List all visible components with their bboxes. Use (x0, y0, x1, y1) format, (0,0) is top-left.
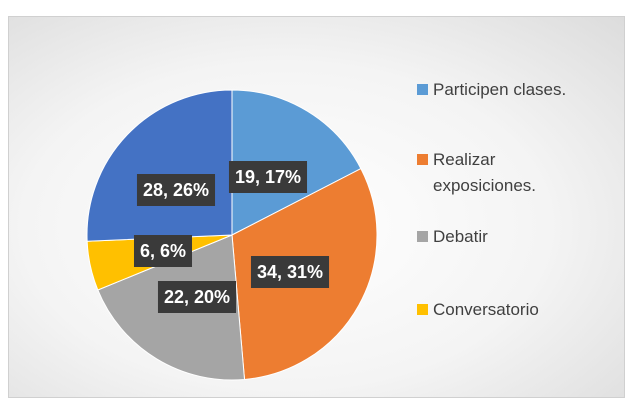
legend-swatch (417, 304, 428, 315)
legend-swatch (417, 231, 428, 242)
legend-label: Participen clases. (433, 80, 567, 99)
data-label: 34, 31% (257, 262, 323, 282)
data-label: 28, 26% (143, 180, 209, 200)
pie-slice (86, 89, 233, 242)
legend-item: Debatir (417, 224, 613, 250)
legend-label: Conversatorio (433, 300, 539, 319)
legend-item: Conversatorio (417, 297, 613, 323)
data-label: 19, 17% (235, 167, 301, 187)
data-label-box (250, 256, 330, 288)
legend-label: Debatir (433, 227, 488, 246)
legend-swatch (417, 84, 428, 95)
data-label: 6, 6% (140, 241, 186, 261)
legend-label: Realizar exposiciones. (433, 150, 537, 195)
data-label: 22, 20% (164, 287, 230, 307)
data-label-box (136, 174, 216, 206)
legend-item: Realizar exposiciones. (417, 147, 543, 199)
data-label-box (228, 161, 308, 193)
data-label-box (133, 235, 193, 267)
legend-swatch (417, 154, 428, 165)
legend-item: Participen clases. (417, 77, 613, 103)
data-label-box (157, 281, 237, 313)
